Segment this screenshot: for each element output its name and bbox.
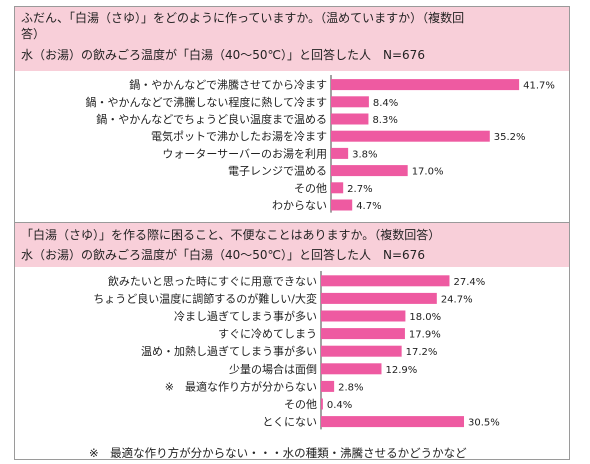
- chart-2-bar: [321, 345, 402, 357]
- chart-1-category-label: 鍋・やかんなどでちょうど良い温度まで温める: [96, 112, 327, 126]
- chart-1-value-label: 35.2%: [494, 132, 526, 143]
- chart-1-bar: [331, 182, 344, 194]
- chart-1-category-label: ウォーターサーバーのお湯を利用: [162, 147, 327, 160]
- chart-1-bar: [331, 199, 353, 211]
- question-2-respondents: 水（お湯）の飲みごろ温度が「白湯（40～50℃）」と回答した人 N=676: [21, 248, 425, 262]
- chart-1-value-label: 17.0%: [412, 167, 444, 178]
- chart-2-value-label: 12.9%: [385, 365, 417, 376]
- chart-2-bar: [321, 363, 382, 375]
- chart-2-category-label: とくにない: [262, 416, 317, 429]
- chart-2-value-label: 17.2%: [406, 347, 438, 358]
- chart-1-category-label: わからない: [272, 199, 327, 212]
- chart-2-value-label: 17.9%: [409, 330, 441, 341]
- chart-1: 鍋・やかんなどで沸騰させてから冷ます 41.7% 鍋・やかんなどで沸騰しない程度に熱…: [86, 75, 555, 213]
- chart-2-category-label: ※ 最適な作り方が分からない: [165, 379, 317, 393]
- chart-2-category-label: その他: [284, 398, 317, 411]
- chart-1-bar: [331, 96, 369, 108]
- chart-1-bar: [331, 130, 490, 142]
- chart-2-category-label: 冷まし過ぎてしまう事が多い: [174, 309, 317, 323]
- chart-2-category-label: 温め・加熱し過ぎてしまう事が多い: [141, 344, 317, 358]
- question-2-box: 「白湯（さゆ）」を作る際に困ること、不便なことはありますか。（複数回答） 水（お…: [15, 223, 569, 267]
- question-1-line-1: ふだん、「白湯（さゆ）」をどのように作っていますか。（温めていますか）（複数回: [21, 11, 465, 25]
- chart-1-category-label: 電気ポットで沸かしたお湯を冷ます: [151, 129, 327, 143]
- chart-1-value-label: 8.4%: [373, 98, 398, 109]
- chart-1-value-label: 3.8%: [352, 149, 377, 160]
- chart-1-bar: [331, 165, 408, 177]
- survey-panel: ふだん、「白湯（さゆ）」をどのように作っていますか。（温めていますか）（複数回 …: [14, 6, 570, 460]
- chart-1-value-label: 41.7%: [523, 81, 555, 92]
- question-1-line-2: 答）: [21, 27, 46, 41]
- chart-1-bar: [331, 79, 520, 91]
- chart-1-bar: [331, 147, 349, 159]
- chart-1-category-label: 鍋・やかんなどで沸騰させてから冷ます: [129, 78, 327, 92]
- chart-2-category-label: 飲みたいと思った時にすぐに用意できない: [108, 274, 317, 288]
- chart-2-value-label: 18.0%: [409, 312, 441, 323]
- question-2-line-1: 「白湯（さゆ）」を作る際に困ること、不便なことはありますか。（複数回答）: [21, 228, 441, 242]
- footnote: ※ 最適な作り方が分からない・・・水の種類・沸騰させるかどうかなど: [89, 446, 467, 460]
- chart-2-category-label: 少量の場合は面倒: [229, 362, 317, 376]
- chart-2: 飲みたいと思った時にすぐに用意できない 27.4% ちょうど良い温度に調節するのが難…: [93, 271, 500, 430]
- question-1-box: ふだん、「白湯（さゆ）」をどのように作っていますか。（温めていますか）（複数回 …: [15, 7, 569, 71]
- chart-2-bar: [321, 416, 465, 428]
- chart-2-category-label: すぐに冷めてしまう: [218, 328, 317, 341]
- chart-1-value-label: 8.3%: [372, 115, 397, 126]
- chart-2-bar: [321, 275, 450, 287]
- chart-2-bar: [321, 328, 405, 340]
- chart-1-value-label: 2.7%: [347, 184, 372, 195]
- chart-1-category-label: その他: [294, 182, 327, 195]
- chart-2-value-label: 2.8%: [338, 382, 363, 393]
- question-1-respondents: 水（お湯）の飲みごろ温度が「白湯（40～50℃）」と回答した人 N=676: [21, 48, 425, 62]
- chart-1-category-label: 鍋・やかんなどで沸騰しない程度に熱して冷ます: [86, 95, 327, 109]
- chart-2-bar: [321, 380, 335, 392]
- chart-2-bar: [321, 398, 323, 410]
- chart-2-value-label: 27.4%: [453, 277, 485, 288]
- chart-2-bar: [321, 292, 437, 304]
- chart-1-category-label: 電子レンジで温める: [228, 165, 327, 178]
- chart-2-value-label: 30.5%: [468, 418, 500, 429]
- section-divider: [15, 222, 569, 223]
- chart-2-value-label: 0.4%: [327, 400, 352, 411]
- chart-2-category-label: ちょうど良い温度に調節するのが難しい/大変: [93, 291, 317, 305]
- chart-2-bar: [321, 310, 406, 322]
- chart-1-bar: [331, 113, 369, 125]
- chart-1-value-label: 4.7%: [356, 201, 381, 212]
- chart-2-value-label: 24.7%: [441, 294, 473, 305]
